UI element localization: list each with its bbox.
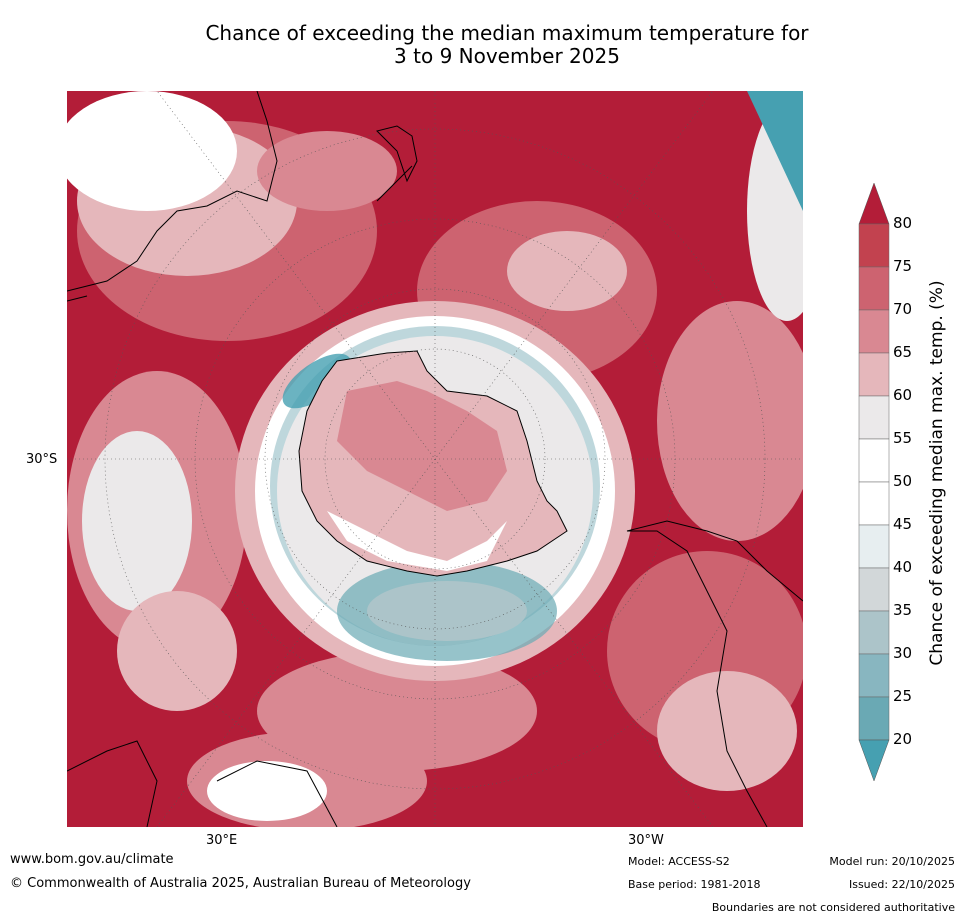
colorbar-tick-label: 20: [893, 730, 913, 748]
colorbar-tick-label: 25: [893, 687, 913, 705]
colorbar-band: [858, 567, 890, 612]
map-canvas: [67, 91, 803, 827]
colorbar-title: Chance of exceeding median max. temp. (%…: [927, 280, 947, 666]
colorbar-tick-label: 65: [893, 343, 913, 361]
mixed-probability-regions: [67, 91, 803, 827]
antarctica-landmass: [298, 350, 568, 577]
colorbar-band: [858, 653, 890, 698]
coastlines: [67, 91, 803, 827]
colorbar-bands: [858, 223, 890, 741]
colorbar-band: [858, 309, 890, 354]
colorbar-tick-label: 75: [893, 257, 913, 275]
model-text: Model: ACCESS-S2: [628, 855, 730, 868]
issued-text: Issued: 22/10/2025: [848, 878, 955, 891]
longitude-label-east: 30°E: [206, 833, 238, 848]
colorbar: [858, 182, 890, 785]
title-line-1: Chance of exceeding the median maximum t…: [205, 21, 809, 45]
colorbar-graphic: [858, 182, 890, 782]
title-line-2: 3 to 9 November 2025: [394, 44, 620, 68]
colorbar-band: [858, 266, 890, 311]
disclaimer-text: Boundaries are not considered authoritat…: [711, 901, 955, 914]
colorbar-band: [858, 395, 890, 440]
colorbar-tick-label: 80: [893, 214, 913, 232]
colorbar-tick-label: 55: [893, 429, 913, 447]
probability-map[interactable]: [67, 91, 803, 827]
copyright-text: © Commonwealth of Australia 2025, Austra…: [10, 876, 471, 891]
website-link[interactable]: www.bom.gov.au/climate: [10, 852, 174, 867]
below-20-region: [747, 91, 803, 211]
colorbar-tick-label: 35: [893, 601, 913, 619]
colorbar-over-arrow: [858, 182, 890, 225]
graticule: [67, 91, 803, 827]
colorbar-tick-label: 30: [893, 644, 913, 662]
base-period-text: Base period: 1981-2018: [628, 878, 761, 891]
colorbar-band: [858, 352, 890, 397]
colorbar-band: [858, 524, 890, 569]
colorbar-tick-label: 40: [893, 558, 913, 576]
colorbar-band: [858, 610, 890, 655]
colorbar-tick-label: 70: [893, 300, 913, 318]
colorbar-band: [858, 696, 890, 741]
map-title: Chance of exceeding the median maximum t…: [0, 22, 965, 68]
colorbar-tick-label: 60: [893, 386, 913, 404]
colorbar-tick-label: 45: [893, 515, 913, 533]
colorbar-band: [858, 223, 890, 268]
colorbar-band: [858, 438, 890, 483]
colorbar-band: [858, 481, 890, 526]
longitude-label-west: 30°W: [628, 833, 664, 848]
latitude-label: 30°S: [26, 452, 58, 467]
colorbar-tick-label: 50: [893, 472, 913, 490]
model-run-text: Model run: 20/10/2025: [829, 855, 955, 868]
colorbar-under-arrow: [858, 739, 890, 782]
